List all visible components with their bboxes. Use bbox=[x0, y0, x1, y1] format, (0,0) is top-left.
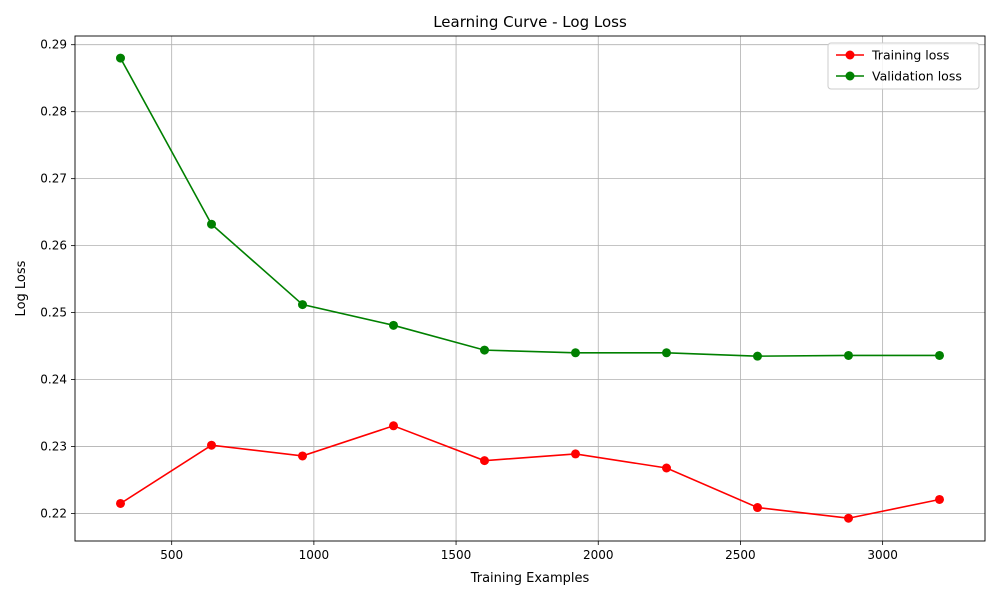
y-tick-label: 0.22 bbox=[40, 507, 67, 521]
training-loss-point bbox=[844, 513, 853, 523]
y-tick-label: 0.25 bbox=[40, 306, 67, 320]
y-tick-label: 0.26 bbox=[40, 239, 67, 253]
legend-training-label: Training loss bbox=[871, 48, 949, 63]
y-tick-label: 0.23 bbox=[40, 440, 67, 454]
validation-loss-point bbox=[298, 300, 307, 310]
y-tick-label: 0.27 bbox=[40, 172, 67, 186]
y-axis-title: Log Loss bbox=[14, 260, 29, 316]
x-axis-title: Training Examples bbox=[470, 571, 590, 586]
training-loss-point bbox=[298, 451, 307, 461]
validation-loss-point bbox=[207, 219, 216, 229]
validation-loss-point bbox=[480, 345, 489, 355]
y-tick-label: 0.28 bbox=[40, 105, 67, 119]
validation-loss-point bbox=[935, 350, 944, 360]
legend-validation-label: Validation loss bbox=[872, 69, 962, 84]
validation-loss-point bbox=[662, 348, 671, 358]
validation-loss-point bbox=[389, 320, 398, 330]
legend-training-marker bbox=[845, 50, 855, 60]
x-tick-label: 500 bbox=[160, 548, 183, 562]
y-axis-ticks: 0.22 0.23 0.24 0.25 0.26 0.27 0.28 0.29 bbox=[40, 38, 75, 521]
validation-loss-point bbox=[116, 53, 125, 63]
training-loss-point bbox=[571, 449, 580, 459]
series-layer bbox=[116, 53, 944, 523]
training-loss-point bbox=[662, 463, 671, 473]
validation-loss-point bbox=[753, 351, 762, 361]
x-tick-label: 1000 bbox=[299, 548, 330, 562]
validation-loss-line bbox=[119, 57, 940, 357]
y-tick-label: 0.29 bbox=[40, 38, 67, 52]
training-loss-point bbox=[935, 494, 944, 504]
y-tick-label: 0.24 bbox=[40, 373, 67, 387]
validation-loss-point bbox=[571, 348, 580, 358]
training-loss-line bbox=[120, 424, 940, 520]
training-loss-point bbox=[389, 421, 398, 431]
x-tick-label: 3000 bbox=[867, 548, 898, 562]
x-axis-ticks: 500 1000 1500 2000 2500 3000 bbox=[160, 541, 898, 562]
legend: Training loss Validation loss bbox=[827, 42, 980, 90]
training-loss-point bbox=[480, 456, 489, 466]
legend-validation-marker bbox=[845, 71, 855, 81]
legend-box bbox=[827, 42, 980, 90]
training-loss-point bbox=[753, 503, 762, 513]
training-loss-series bbox=[116, 421, 944, 523]
chart-title: Learning Curve - Log Loss bbox=[433, 13, 627, 31]
validation-loss-series bbox=[116, 53, 944, 361]
plot-area-frame bbox=[74, 35, 986, 542]
training-loss-point bbox=[207, 440, 216, 450]
training-loss-point bbox=[116, 498, 125, 508]
x-tick-label: 2000 bbox=[583, 548, 614, 562]
x-tick-label: 1500 bbox=[441, 548, 472, 562]
x-tick-label: 2500 bbox=[725, 548, 756, 562]
validation-loss-point bbox=[844, 350, 853, 360]
